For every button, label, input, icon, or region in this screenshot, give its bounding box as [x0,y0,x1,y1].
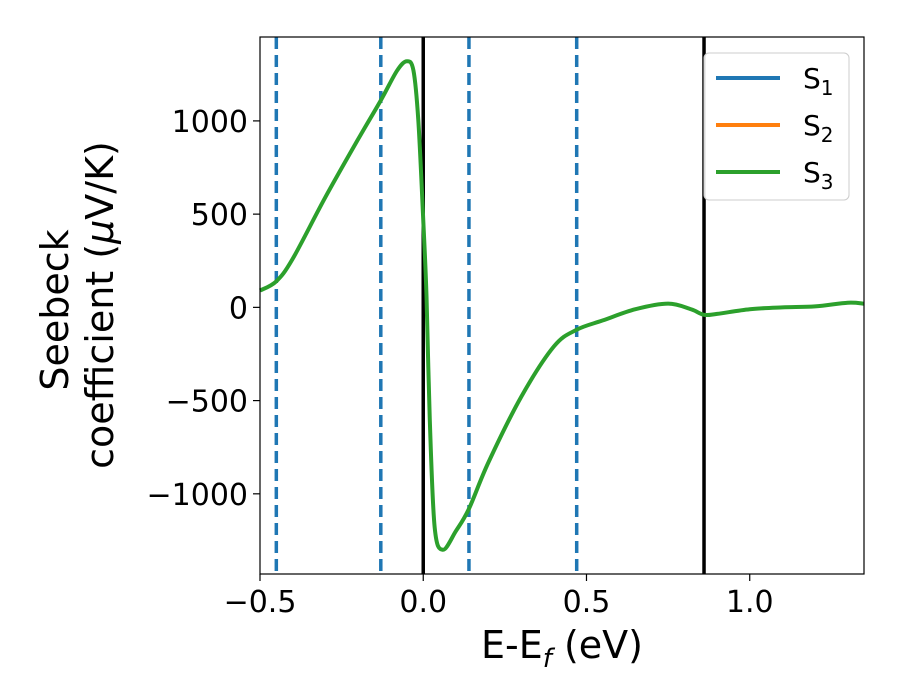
y-tick-label: −500 [166,385,248,420]
y-axis-label-line1: Seebeck [33,229,77,390]
plot-frame [259,36,865,575]
x-axis: −0.5 0.0 0.5 1.0 [224,574,774,620]
y-tick-label: −1000 [147,478,248,513]
legend-label-S2: S2 [803,109,834,147]
y-axis: −1000 −500 0 500 1000 [147,105,260,513]
y-tick-label: 500 [191,198,248,233]
y-axis-label: Seebeck coefficient (μV/K) [33,141,122,469]
x-tick-label: 0.0 [399,585,447,620]
y-axis-label-line2: coefficient (μV/K) [78,141,122,469]
series-layer [259,59,865,552]
y-tick-label: 1000 [172,105,248,140]
legend-label-S1: S1 [803,62,834,100]
y-tick-label: 0 [229,291,248,326]
x-tick-label: 1.0 [726,585,774,620]
legend: S1 S2 S3 [703,52,850,201]
x-tick-label: 0.5 [563,585,611,620]
x-tick-label: −0.5 [224,585,297,620]
legend-label-S3: S3 [803,156,834,194]
series-line-S3 [259,59,865,552]
x-axis-label: E-Ef (eV) [481,623,643,674]
